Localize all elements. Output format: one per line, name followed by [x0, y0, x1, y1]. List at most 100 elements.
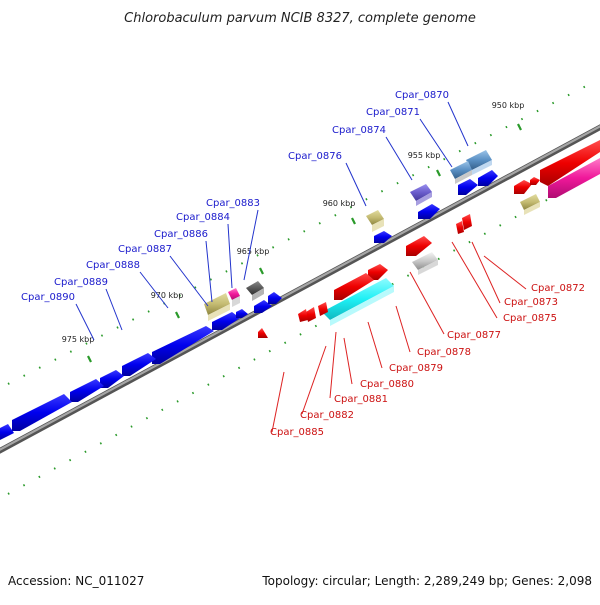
gene-feature-cpar0870[interactable] — [466, 150, 492, 175]
gene-feature-blue-3[interactable] — [374, 231, 392, 243]
gene-feature-blue-7[interactable] — [70, 379, 104, 402]
leader-cpar-0881 — [329, 331, 337, 399]
position-tick-labels: 950 kbp 955 kbp 960 kbp 965 kbp 970 kbp 975 k… — [62, 101, 525, 344]
gene-feature-olive-right[interactable] — [520, 194, 540, 215]
gene-feature-cpar0876[interactable] — [366, 210, 384, 232]
gene-label-cpar-0874[interactable]: Cpar_0874 — [332, 125, 386, 136]
leader-cpar-0884 — [227, 223, 233, 289]
tick-label-975-kbp: 975 kbp — [62, 335, 95, 344]
tick-label-970-kbp: 970 kbp — [151, 291, 184, 300]
gene-label-cpar-0872[interactable]: Cpar_0872 — [531, 283, 585, 294]
gene-feature-cpar0888[interactable] — [152, 326, 214, 364]
label-leader-lines — [75, 101, 527, 433]
genome-backbone — [0, 124, 600, 454]
map-title: Chlorobaculum parvum NCIB 8327, complete… — [124, 11, 476, 26]
gene-feature-cpar0878[interactable] — [368, 264, 388, 280]
gene-label-cpar-0882[interactable]: Cpar_0882 — [300, 410, 354, 421]
major-tick-1 — [436, 169, 441, 177]
major-tick-2 — [351, 217, 356, 225]
gene-feature-cpar0881[interactable] — [318, 302, 328, 316]
gene-label-cpar-0878[interactable]: Cpar_0878 — [417, 347, 471, 358]
tick-label-955-kbp: 955 kbp — [408, 151, 441, 160]
leader-cpar-0870 — [447, 101, 469, 147]
gene-label-cpar-0889[interactable]: Cpar_0889 — [54, 277, 108, 288]
gene-feature-pink-right[interactable] — [548, 158, 600, 198]
gene-feature-blue-2[interactable] — [418, 204, 440, 219]
gene-label-cpar-0887[interactable]: Cpar_0887 — [118, 244, 172, 255]
gene-label-cpar-0880[interactable]: Cpar_0880 — [360, 379, 414, 390]
major-tick-4 — [175, 311, 180, 319]
leader-cpar-0889 — [105, 288, 123, 331]
gene-feature-cpar0879[interactable] — [334, 273, 374, 300]
leader-cpar-0880 — [343, 337, 353, 385]
gene-feature-blue-6[interactable] — [236, 309, 248, 318]
leader-cpar-0875 — [451, 241, 498, 319]
gene-feature-cpar0889[interactable] — [122, 353, 156, 376]
gene-feature-blue-8[interactable] — [12, 394, 72, 431]
gene-feature-blue-5[interactable] — [268, 292, 282, 304]
gene-feature-blue-9[interactable] — [0, 424, 14, 440]
gene-feature-cpar0885[interactable] — [258, 328, 268, 338]
accession-text: Accession: NC_011027 — [8, 574, 144, 588]
gene-label-cpar-0883[interactable]: Cpar_0883 — [206, 198, 260, 209]
gene-feature-cpar0874[interactable] — [410, 184, 432, 206]
gene-feature-cpar0875[interactable] — [406, 236, 432, 256]
leader-cpar-0886 — [205, 240, 213, 303]
gene-label-cpar-0890[interactable]: Cpar_0890 — [21, 292, 75, 303]
major-tick-3 — [259, 267, 264, 275]
gene-feature-cpar0882[interactable] — [306, 307, 316, 322]
gene-feature-red-arrow-2[interactable] — [530, 177, 540, 185]
gene-label-cpar-0885[interactable]: Cpar_0885 — [270, 427, 324, 438]
leader-cpar-0876 — [345, 162, 367, 207]
guide-tracks — [7, 83, 599, 495]
gene-feature-cpar0873[interactable] — [456, 221, 464, 234]
leader-cpar-0885 — [271, 371, 285, 433]
forward-strand-genes — [0, 150, 498, 440]
forward-strand-labels: Cpar_0870 Cpar_0871 Cpar_0874 Cpar_0876 Cpar… — [21, 90, 449, 303]
major-tick-0 — [517, 123, 522, 131]
gene-label-cpar-0888[interactable]: Cpar_0888 — [86, 260, 140, 271]
gene-label-cpar-0871[interactable]: Cpar_0871 — [366, 107, 420, 118]
leader-cpar-0888 — [139, 271, 169, 309]
gene-feature-cpar0886[interactable] — [204, 293, 230, 321]
gene-feature-cpar0887[interactable] — [212, 312, 240, 330]
gene-feature-red-arrow-1[interactable] — [514, 180, 532, 194]
gene-feature-cpar0890[interactable] — [100, 370, 124, 388]
leader-cpar-0877 — [409, 271, 445, 335]
leader-cpar-0883 — [243, 209, 259, 281]
gene-feature-cpar0880[interactable] — [322, 278, 394, 326]
reverse-strand-genes — [258, 140, 600, 338]
gene-feature-cpar0877[interactable] — [412, 252, 438, 275]
gene-feature-cpar0882-b[interactable] — [298, 309, 308, 322]
tick-label-960-kbp: 960 kbp — [323, 199, 356, 208]
leader-cpar-0874 — [385, 136, 413, 181]
gene-label-cpar-0879[interactable]: Cpar_0879 — [389, 363, 443, 374]
leader-cpar-0887 — [169, 255, 209, 307]
gene-feature-red-right[interactable] — [540, 140, 600, 186]
gene-feature-cpar0872[interactable] — [462, 214, 472, 230]
gene-feature-blue-4[interactable] — [254, 300, 272, 313]
tick-label-950-kbp: 950 kbp — [492, 101, 525, 110]
gene-label-cpar-0876[interactable]: Cpar_0876 — [288, 151, 342, 162]
leader-cpar-0872 — [483, 255, 527, 290]
gene-feature-cpar0883[interactable] — [246, 281, 264, 301]
gene-feature-blue-1[interactable] — [458, 170, 498, 195]
gene-feature-cpar0871[interactable] — [450, 161, 472, 184]
gene-label-cpar-0875[interactable]: Cpar_0875 — [503, 313, 557, 324]
gene-feature-cpar0884[interactable] — [228, 288, 240, 307]
gene-label-cpar-0877[interactable]: Cpar_0877 — [447, 330, 501, 341]
leader-cpar-0879 — [367, 321, 383, 369]
tick-label-965-kbp: 965 kbp — [237, 247, 270, 256]
gene-label-cpar-0886[interactable]: Cpar_0886 — [154, 229, 208, 240]
major-ticks — [87, 123, 522, 363]
major-tick-5 — [87, 355, 92, 363]
gene-label-cpar-0884[interactable]: Cpar_0884 — [176, 212, 230, 223]
leader-cpar-0871 — [419, 118, 453, 168]
gene-label-cpar-0881[interactable]: Cpar_0881 — [334, 394, 388, 405]
summary-text: Topology: circular; Length: 2,289,249 bp… — [261, 574, 592, 588]
gene-label-cpar-0870[interactable]: Cpar_0870 — [395, 90, 449, 101]
gene-label-cpar-0873[interactable]: Cpar_0873 — [504, 297, 558, 308]
leader-cpar-0882 — [301, 345, 327, 415]
